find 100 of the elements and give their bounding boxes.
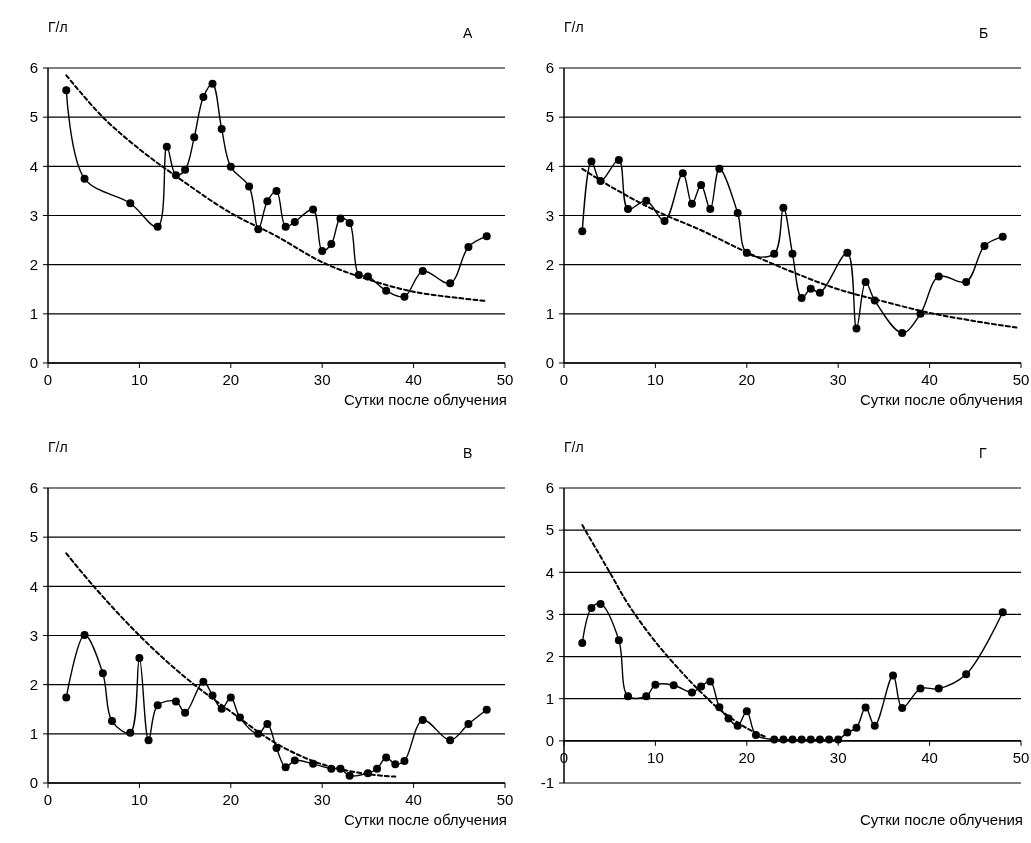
y-tick-label: 6 bbox=[545, 479, 554, 497]
y-tick-label: 6 bbox=[29, 479, 38, 497]
point bbox=[80, 174, 89, 183]
point bbox=[144, 736, 153, 745]
y-tick-label: 6 bbox=[29, 59, 38, 77]
y-tick-label: 2 bbox=[29, 675, 38, 693]
chart-title: В bbox=[463, 445, 473, 461]
x-tick-label: 30 bbox=[313, 791, 331, 808]
point bbox=[98, 669, 107, 678]
point bbox=[962, 670, 971, 679]
point bbox=[587, 157, 596, 166]
point bbox=[678, 169, 687, 178]
point bbox=[464, 242, 473, 251]
point bbox=[336, 214, 345, 223]
x-tick-label: 30 bbox=[829, 371, 847, 388]
y-tick-label: -1 bbox=[540, 774, 554, 792]
y-tick-label: 5 bbox=[545, 521, 554, 539]
point bbox=[62, 86, 71, 95]
point bbox=[779, 203, 788, 212]
point bbox=[226, 693, 235, 702]
point bbox=[788, 735, 797, 744]
chart-title: Г bbox=[979, 445, 987, 461]
point bbox=[596, 599, 605, 608]
point bbox=[834, 735, 843, 744]
y-tick-label: 0 bbox=[29, 354, 38, 372]
point bbox=[770, 735, 779, 744]
x-tick-label: 40 bbox=[921, 748, 938, 766]
point bbox=[80, 631, 89, 640]
x-tick-label: 0 bbox=[43, 371, 53, 388]
y-axis-title: Г/л bbox=[48, 439, 68, 455]
x-tick-label: 20 bbox=[738, 748, 756, 766]
point bbox=[217, 124, 226, 133]
y-tick-label: 5 bbox=[29, 108, 38, 126]
x-tick-label: 10 bbox=[647, 371, 664, 388]
point bbox=[482, 705, 491, 714]
point bbox=[687, 199, 696, 208]
point bbox=[687, 688, 696, 697]
y-tick-label: 0 bbox=[545, 732, 554, 750]
point bbox=[62, 693, 71, 702]
point bbox=[980, 241, 989, 250]
point bbox=[614, 155, 623, 164]
point bbox=[779, 735, 788, 744]
point bbox=[464, 720, 473, 728]
point bbox=[669, 681, 678, 690]
point bbox=[309, 205, 318, 214]
y-tick-label: 4 bbox=[29, 577, 38, 595]
point bbox=[852, 723, 861, 732]
point bbox=[697, 682, 706, 691]
y-axis-title: Г/л bbox=[564, 19, 584, 35]
x-tick-label: 10 bbox=[131, 791, 148, 808]
point bbox=[742, 707, 751, 716]
x-tick-label: 40 bbox=[921, 371, 938, 388]
point bbox=[318, 246, 327, 255]
point bbox=[715, 164, 724, 173]
point bbox=[815, 735, 824, 744]
point bbox=[898, 329, 907, 338]
point bbox=[660, 216, 669, 225]
y-tick-label: 6 bbox=[545, 59, 554, 77]
point bbox=[843, 728, 852, 737]
point bbox=[706, 677, 715, 686]
point bbox=[245, 182, 254, 191]
y-tick-label: 4 bbox=[545, 563, 554, 581]
x-axis-title: Сутки после облучения bbox=[860, 811, 1023, 828]
point bbox=[587, 604, 596, 613]
point bbox=[815, 288, 824, 297]
point bbox=[861, 277, 870, 286]
point bbox=[391, 760, 400, 769]
point bbox=[181, 165, 190, 174]
x-axis-title: Сутки после облучения bbox=[344, 811, 507, 828]
y-tick-label: 4 bbox=[545, 157, 554, 175]
y-tick-label: 3 bbox=[545, 206, 554, 224]
x-tick-label: 30 bbox=[829, 748, 847, 766]
point bbox=[107, 717, 116, 726]
x-tick-label: 50 bbox=[496, 791, 514, 808]
point bbox=[199, 677, 208, 686]
x-tick-label: 50 bbox=[1012, 371, 1030, 388]
point bbox=[272, 186, 281, 195]
point bbox=[770, 249, 779, 258]
point bbox=[382, 286, 391, 295]
point bbox=[290, 217, 299, 226]
point bbox=[806, 284, 815, 293]
point bbox=[733, 209, 742, 218]
point bbox=[614, 636, 623, 645]
x-tick-label: 20 bbox=[222, 371, 240, 388]
point bbox=[281, 222, 290, 231]
point bbox=[962, 277, 971, 286]
point bbox=[482, 232, 491, 241]
x-tick-label: 20 bbox=[222, 791, 240, 808]
point bbox=[290, 756, 299, 765]
y-tick-label: 0 bbox=[545, 354, 554, 372]
y-tick-label: 1 bbox=[545, 305, 554, 323]
point bbox=[226, 162, 235, 171]
point bbox=[446, 736, 455, 745]
point bbox=[446, 279, 455, 288]
y-tick-label: 5 bbox=[29, 528, 38, 546]
point bbox=[345, 771, 354, 780]
y-tick-label: 3 bbox=[29, 626, 38, 644]
y-tick-label: 1 bbox=[545, 689, 554, 707]
point bbox=[345, 218, 354, 227]
x-tick-label: 0 bbox=[43, 791, 53, 808]
